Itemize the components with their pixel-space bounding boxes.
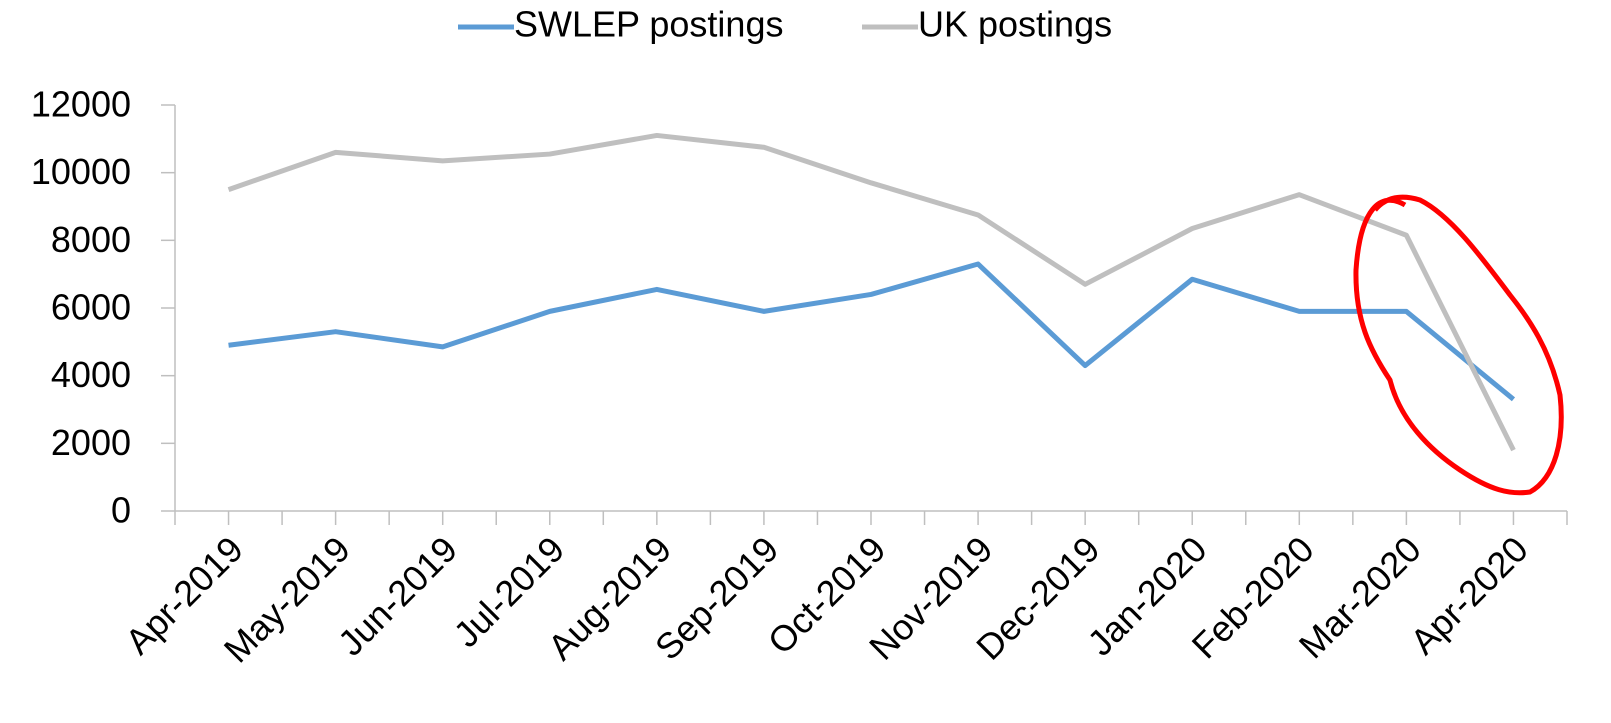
x-tick-label: Apr-2020 bbox=[1402, 528, 1536, 662]
annotation-circle bbox=[1353, 194, 1564, 496]
y-tick-label: 4000 bbox=[51, 354, 131, 395]
y-tick-label: 10000 bbox=[31, 151, 131, 192]
y-tick-label: 0 bbox=[111, 490, 131, 531]
series-line bbox=[227, 132, 1516, 452]
legend-label: SWLEP postings bbox=[514, 4, 783, 45]
y-tick-label: 12000 bbox=[31, 84, 131, 125]
series-line bbox=[228, 261, 1516, 402]
y-tick-label: 2000 bbox=[51, 422, 131, 463]
y-tick-label: 6000 bbox=[51, 287, 131, 328]
y-tick-label: 8000 bbox=[51, 219, 131, 260]
x-tick-label: Jun-2019 bbox=[330, 528, 465, 663]
legend-label: UK postings bbox=[918, 4, 1112, 45]
